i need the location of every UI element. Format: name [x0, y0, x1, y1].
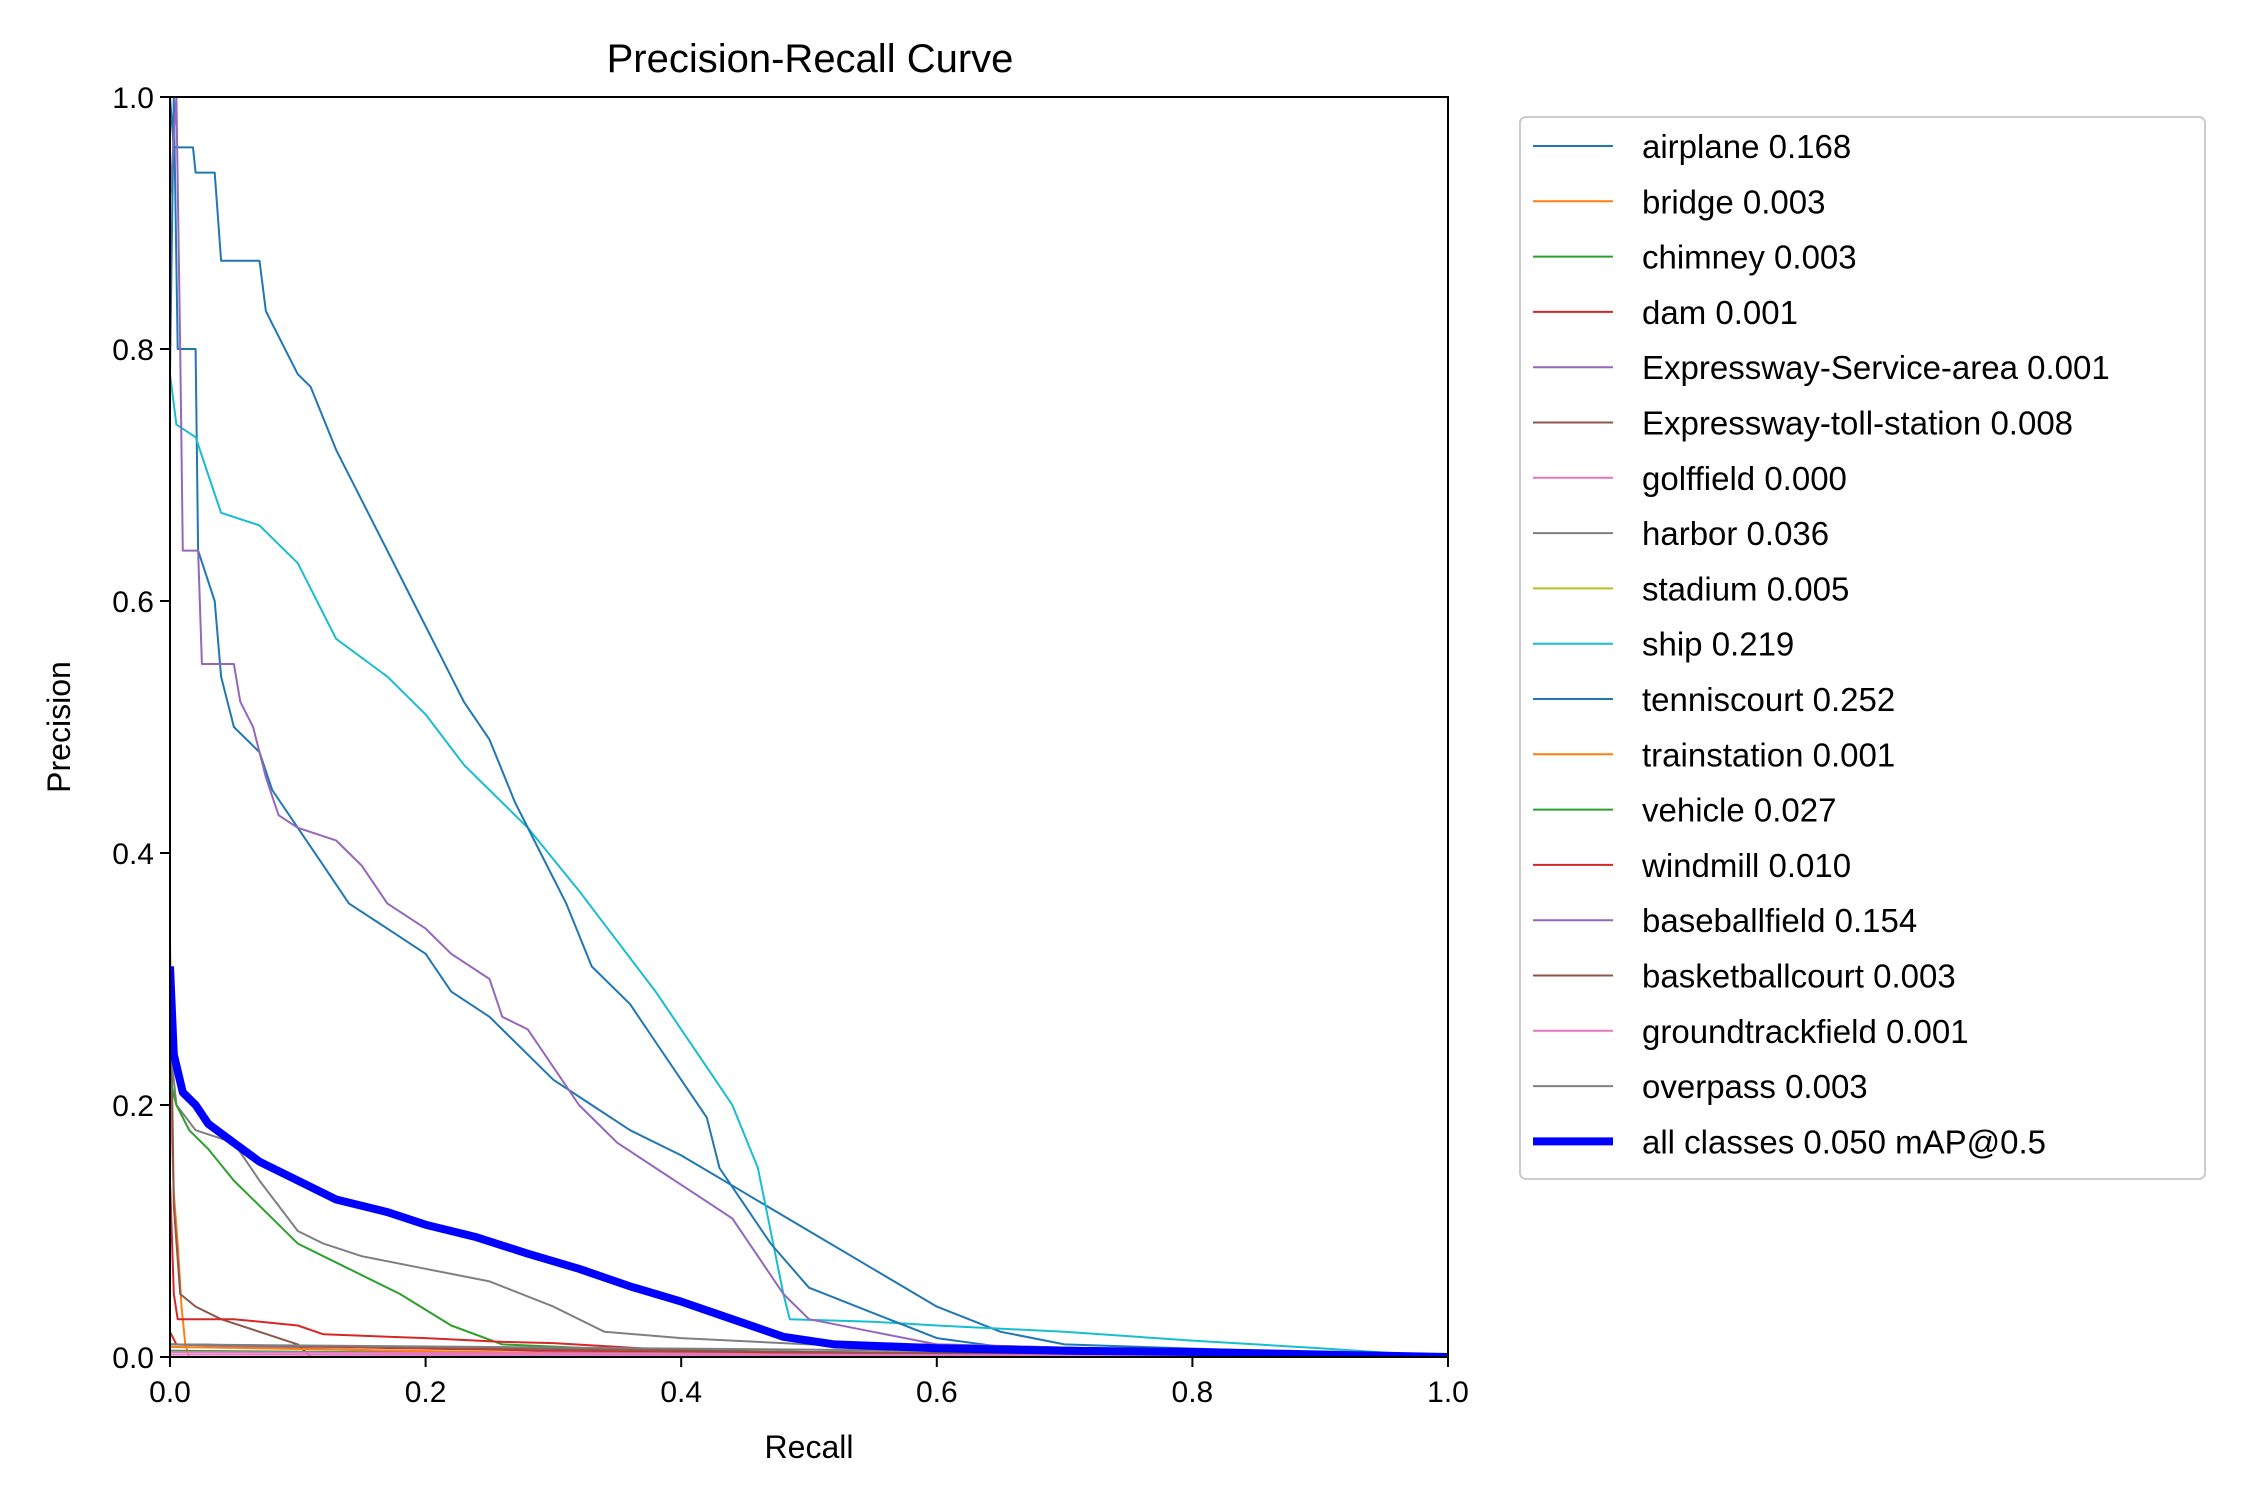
x-axis: 0.0 0.2 0.4 0.6 0.8 1.0 [149, 1357, 1469, 1409]
legend-item-6: golffield 0.000 [1533, 460, 1847, 497]
legend-item-8: stadium 0.005 [1533, 570, 1849, 607]
legend-label: basketballcourt 0.003 [1642, 958, 1956, 995]
x-tick-label: 0.6 [916, 1376, 958, 1409]
legend-label: dam 0.001 [1642, 294, 1798, 331]
series-line-baseballfield-14 [170, 97, 1448, 1357]
legend-label: baseballfield 0.154 [1642, 902, 1917, 939]
legend-item-7: harbor 0.036 [1533, 515, 1829, 552]
legend-items: airplane 0.168 bridge 0.003 chimney 0.003 d… [1533, 128, 2110, 1160]
legend-item-15: basketballcourt 0.003 [1533, 958, 1956, 995]
legend-label: windmill 0.010 [1641, 847, 1851, 884]
legend-item-2: chimney 0.003 [1533, 239, 1857, 276]
y-tick-label: 0.2 [112, 1090, 154, 1123]
legend-item-1: bridge 0.003 [1533, 183, 1825, 220]
y-axis: 0.0 0.2 0.4 0.6 0.8 1.0 [112, 82, 170, 1375]
y-tick-label: 0.6 [112, 586, 154, 619]
legend: airplane 0.168 bridge 0.003 chimney 0.003 d… [1519, 116, 2206, 1180]
legend-label: all classes 0.050 mAP@0.5 [1642, 1123, 2046, 1160]
legend-item-16: groundtrackfield 0.001 [1533, 1013, 1969, 1050]
legend-label: Expressway-toll-station 0.008 [1642, 405, 2073, 442]
y-tick-label: 0.8 [112, 334, 154, 367]
x-tick-label: 0.8 [1172, 1376, 1214, 1409]
legend-item-11: trainstation 0.001 [1533, 736, 1895, 773]
series-line-ship-9 [170, 374, 1448, 1357]
series-line-all-18 [170, 966, 1448, 1357]
legend-item-18: all classes 0.050 mAP@0.5 [1533, 1123, 2046, 1160]
legend-item-4: Expressway-Service-area 0.001 [1533, 349, 2110, 386]
legend-label: tenniscourt 0.252 [1642, 681, 1895, 718]
legend-frame [1519, 116, 2206, 1180]
x-tick-label: 0.4 [660, 1376, 702, 1409]
legend-item-12: vehicle 0.027 [1533, 792, 1836, 829]
series-line-tenniscourt-10 [170, 97, 1448, 1357]
plot-series [170, 97, 1448, 1357]
series-line-expressway-toll-station-5 [170, 941, 312, 1357]
legend-label: golffield 0.000 [1642, 460, 1847, 497]
x-tick-label: 1.0 [1427, 1376, 1469, 1409]
legend-item-3: dam 0.001 [1533, 294, 1798, 331]
legend-item-14: baseballfield 0.154 [1533, 902, 1917, 939]
series-line-vehicle-12 [170, 1079, 1448, 1357]
legend-item-5: Expressway-toll-station 0.008 [1533, 405, 2073, 442]
series-line-harbor-7 [170, 1041, 1448, 1357]
legend-label: vehicle 0.027 [1642, 792, 1836, 829]
plot-frame [169, 96, 1449, 1358]
legend-label: groundtrackfield 0.001 [1642, 1013, 1969, 1050]
x-tick-label: 0.0 [149, 1376, 191, 1409]
legend-label: stadium 0.005 [1642, 570, 1849, 607]
legend-label: chimney 0.003 [1642, 239, 1857, 276]
legend-label: overpass 0.003 [1642, 1068, 1868, 1105]
chart-title: Precision-Recall Curve [607, 37, 1014, 81]
legend-label: bridge 0.003 [1642, 183, 1825, 220]
legend-label: trainstation 0.001 [1642, 736, 1895, 773]
legend-label: airplane 0.168 [1642, 128, 1851, 165]
y-tick-label: 0.4 [112, 838, 154, 871]
legend-item-9: ship 0.219 [1533, 626, 1794, 663]
legend-item-0: airplane 0.168 [1533, 128, 1851, 165]
legend-label: ship 0.219 [1642, 626, 1794, 663]
legend-label: harbor 0.036 [1642, 515, 1829, 552]
x-tick-label: 0.2 [405, 1376, 447, 1409]
legend-item-17: overpass 0.003 [1533, 1068, 1868, 1105]
y-tick-label: 1.0 [112, 82, 154, 115]
legend-label: Expressway-Service-area 0.001 [1642, 349, 2110, 386]
y-axis-label: Precision [41, 661, 77, 793]
x-axis-label: Recall [765, 1429, 854, 1465]
legend-item-13: windmill 0.010 [1533, 847, 1851, 884]
legend-item-10: tenniscourt 0.252 [1533, 681, 1895, 718]
series-line-airplane-0 [170, 97, 1448, 1357]
y-tick-label: 0.0 [112, 1342, 154, 1375]
